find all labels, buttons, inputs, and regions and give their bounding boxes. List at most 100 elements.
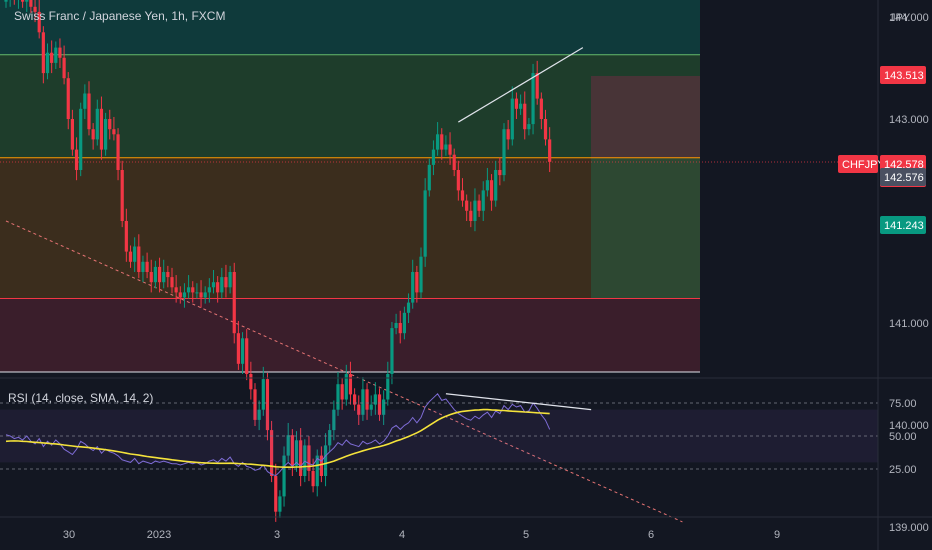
candle [473, 200, 477, 221]
candle [406, 302, 411, 313]
candle [382, 399, 386, 415]
candle [282, 455, 286, 497]
price-axis-currency: JPY [890, 12, 911, 24]
candle [294, 440, 299, 466]
time-axis-label: 9 [774, 529, 780, 541]
rsi-line[interactable] [5, 393, 551, 477]
candle [485, 180, 489, 191]
candle [315, 455, 319, 487]
candle [307, 445, 311, 471]
symbol-label: CHFJPY [842, 159, 885, 171]
candle [444, 144, 448, 150]
candle [299, 440, 303, 476]
position-stop-box[interactable] [591, 157, 700, 299]
candle [224, 277, 228, 288]
rsi-sma-line[interactable] [5, 408, 550, 469]
candle [104, 119, 108, 150]
candle [390, 328, 394, 374]
candle [41, 32, 45, 74]
candle [498, 170, 502, 176]
candle [116, 134, 120, 170]
candle [74, 149, 79, 170]
price-tick-label: 144.000 [889, 12, 929, 24]
candle [290, 435, 294, 466]
target-price-label: 143.513 [884, 70, 924, 82]
candle [253, 389, 257, 420]
candle [261, 379, 265, 410]
candle [79, 108, 83, 170]
candle [519, 103, 523, 109]
candle [386, 374, 390, 400]
candle [137, 246, 141, 272]
candle [481, 190, 485, 211]
candle [21, 0, 25, 2]
candle [323, 445, 328, 476]
candle [220, 277, 224, 293]
candle [369, 404, 373, 410]
candle [170, 277, 174, 288]
time-axis-label: 3 [274, 529, 280, 541]
candle [465, 200, 469, 211]
candle [348, 374, 353, 395]
middle-zone [0, 157, 700, 299]
candle [265, 379, 270, 431]
position-target-box[interactable] [591, 76, 700, 158]
candle [527, 124, 531, 130]
candle [328, 430, 332, 446]
candle [278, 496, 282, 512]
candle [149, 272, 153, 283]
candle [548, 139, 552, 162]
candle [377, 394, 382, 415]
candle [514, 98, 519, 109]
price-trendline[interactable] [458, 47, 584, 123]
candle [124, 221, 128, 252]
candle [510, 98, 514, 140]
candle [402, 312, 406, 334]
candle [539, 98, 543, 119]
candle [199, 292, 203, 298]
candle [494, 170, 498, 201]
target-price-label-bg [880, 66, 926, 84]
candle [286, 435, 290, 456]
candle [340, 384, 344, 400]
candle [228, 272, 232, 288]
candle [240, 338, 245, 364]
candle [440, 134, 444, 150]
symbol-label-bg [838, 155, 878, 173]
candle [62, 57, 66, 79]
bid-price-label-bg [880, 168, 926, 186]
time-axis-label: 2023 [147, 529, 171, 541]
candle [178, 292, 182, 298]
candle [419, 256, 423, 293]
candle [216, 282, 220, 293]
candle [83, 93, 87, 109]
candle [543, 119, 548, 140]
candle [469, 210, 473, 221]
candle [398, 323, 402, 334]
candle [489, 180, 494, 201]
candle [58, 47, 62, 58]
time-axis-label: 4 [399, 529, 405, 541]
candle [174, 287, 178, 293]
candle [311, 470, 315, 487]
time-axis-label: 5 [523, 529, 529, 541]
time-axis-label: 30 [63, 529, 75, 541]
candle [145, 261, 149, 272]
candle [427, 164, 431, 191]
candle [423, 190, 427, 257]
candle [394, 323, 398, 329]
rsi-tick-label: 50.00 [889, 431, 917, 443]
candle [365, 389, 369, 410]
rsi-trendline[interactable] [445, 393, 592, 411]
candle [211, 282, 216, 288]
candle [448, 144, 452, 155]
candle [344, 374, 348, 400]
candle [506, 129, 510, 140]
candle [112, 129, 116, 135]
candle [182, 292, 187, 298]
price-tick-label: 143.000 [889, 114, 929, 126]
bid-price-label: 142.576 [884, 172, 924, 184]
candle [236, 333, 240, 364]
candle [249, 374, 253, 390]
